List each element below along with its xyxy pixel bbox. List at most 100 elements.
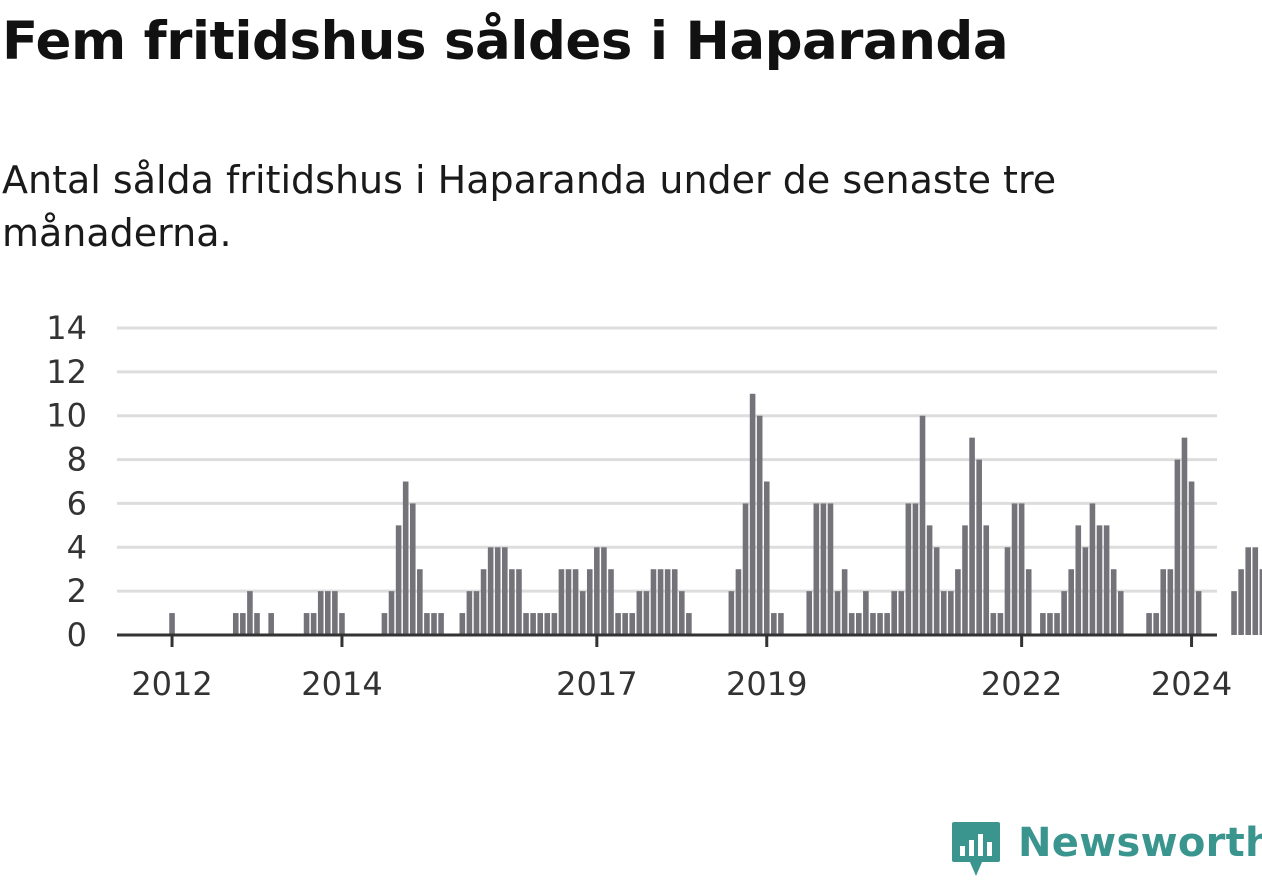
bar xyxy=(891,591,897,635)
bar xyxy=(636,591,643,635)
bar xyxy=(933,547,940,635)
bar xyxy=(254,613,260,635)
bar xyxy=(579,591,586,635)
bar xyxy=(247,591,253,635)
bar xyxy=(1047,613,1053,635)
y-tick-label: 14 xyxy=(46,309,87,347)
bar xyxy=(749,393,756,635)
bar xyxy=(169,613,175,635)
bar xyxy=(1103,525,1110,635)
bar xyxy=(771,613,777,635)
bar xyxy=(615,613,621,635)
bar xyxy=(679,591,685,635)
y-tick-label: 6 xyxy=(67,484,87,522)
bar xyxy=(1160,569,1167,635)
bar xyxy=(395,525,402,635)
bar xyxy=(671,569,678,635)
bar xyxy=(1153,613,1159,635)
bar xyxy=(459,613,466,635)
bar xyxy=(969,437,975,635)
bar xyxy=(1075,525,1082,635)
bar xyxy=(509,569,515,635)
bar xyxy=(310,613,317,635)
bar xyxy=(622,613,628,635)
bar xyxy=(1089,503,1096,635)
bar xyxy=(1025,569,1032,635)
bar xyxy=(955,569,961,635)
bar xyxy=(926,525,933,635)
bar xyxy=(827,503,834,635)
bar xyxy=(594,547,600,635)
bar xyxy=(487,547,494,635)
bar xyxy=(1188,481,1195,635)
bar xyxy=(962,525,968,635)
y-tick-label: 0 xyxy=(67,616,87,654)
y-tick-label: 12 xyxy=(46,353,87,391)
bar xyxy=(1011,503,1018,635)
bar xyxy=(466,591,473,635)
x-tick-label: 2024 xyxy=(1151,665,1232,703)
bar xyxy=(1146,613,1152,635)
bar xyxy=(870,613,876,635)
bar xyxy=(664,569,671,635)
bar xyxy=(1068,569,1074,635)
bar xyxy=(1238,569,1244,635)
bar xyxy=(905,503,912,635)
bar xyxy=(912,503,919,635)
bar xyxy=(820,503,827,635)
bar xyxy=(502,547,508,635)
bar xyxy=(848,613,855,635)
bar xyxy=(841,569,848,635)
bar xyxy=(431,613,437,635)
bar xyxy=(388,591,395,635)
bar xyxy=(1082,547,1089,635)
bar xyxy=(756,415,763,635)
bar xyxy=(409,503,416,635)
bar xyxy=(572,569,579,635)
bar xyxy=(544,613,551,635)
bar xyxy=(834,591,841,635)
bar xyxy=(940,591,947,635)
bar xyxy=(948,591,954,635)
bar xyxy=(473,591,480,635)
bar xyxy=(1245,547,1251,635)
bar xyxy=(976,459,982,635)
bar xyxy=(1181,437,1188,635)
bar xyxy=(997,613,1004,635)
bar xyxy=(551,613,558,635)
bar xyxy=(863,591,869,635)
bar xyxy=(438,613,444,635)
bar xyxy=(494,547,501,635)
bar xyxy=(339,613,345,635)
bar xyxy=(332,591,338,635)
bar xyxy=(601,547,607,635)
bar xyxy=(317,591,324,635)
bar xyxy=(1096,525,1103,635)
bar xyxy=(417,569,423,635)
bar xyxy=(990,613,997,635)
bar xyxy=(608,569,614,635)
y-tick-label: 4 xyxy=(67,528,87,566)
bar xyxy=(629,613,636,635)
bar xyxy=(1252,547,1259,635)
bar xyxy=(856,613,862,635)
bar xyxy=(763,481,770,635)
bar xyxy=(742,503,749,635)
bar xyxy=(1259,569,1262,635)
bar xyxy=(919,415,926,635)
page-title: Fem fritidshus såldes i Haparanda xyxy=(2,11,1009,72)
bar xyxy=(657,569,664,635)
bar xyxy=(325,591,331,635)
bar xyxy=(523,613,529,635)
newsworthy-wordmark: Newsworthy xyxy=(1018,820,1262,866)
bar xyxy=(728,591,735,635)
y-tick-label: 10 xyxy=(46,397,87,435)
y-tick-label: 8 xyxy=(67,441,87,479)
bar xyxy=(778,613,784,635)
bar xyxy=(1117,591,1124,635)
bar xyxy=(240,613,246,635)
bar xyxy=(480,569,487,635)
page-subtitle: Antal sålda fritidshus i Haparanda under… xyxy=(2,158,1057,255)
bar xyxy=(1195,591,1202,635)
bar xyxy=(806,591,813,635)
